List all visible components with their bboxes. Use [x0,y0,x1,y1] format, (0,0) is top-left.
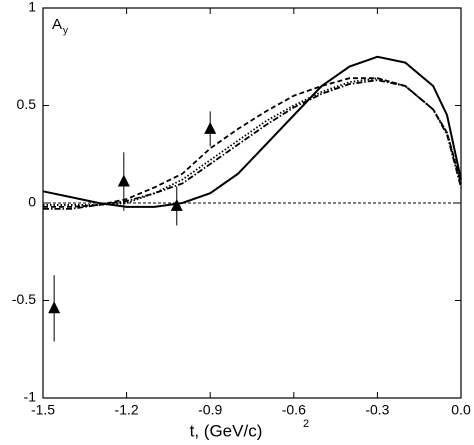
x-tick-label: 0.0 [451,402,471,418]
curve [43,79,462,210]
x-axis-label-superscript: 2 [303,418,309,430]
curve [42,55,462,208]
x-tick-label: -0.3 [365,402,389,418]
y-tick-label: -0.5 [12,291,36,307]
x-tick-label: -1.5 [31,402,55,418]
curve [43,77,462,206]
x-tick-label: -1.2 [115,402,139,418]
x-tick-label: -0.9 [198,402,222,418]
y-tick-label: 0.5 [17,96,37,112]
curve [43,77,462,208]
data-point [204,121,217,134]
x-tick-label: -0.6 [282,402,306,418]
y-axis-label-subscript: y [63,26,68,37]
y-tick-label: 1 [28,0,36,15]
data-point [117,174,130,187]
y-tick-label: 0 [28,194,36,210]
y-axis-label: A [52,16,62,33]
x-axis-label: t, (GeV/c) [190,421,263,440]
data-point [48,301,61,314]
data-point [170,198,183,211]
y-tick-label: -1 [24,389,37,405]
